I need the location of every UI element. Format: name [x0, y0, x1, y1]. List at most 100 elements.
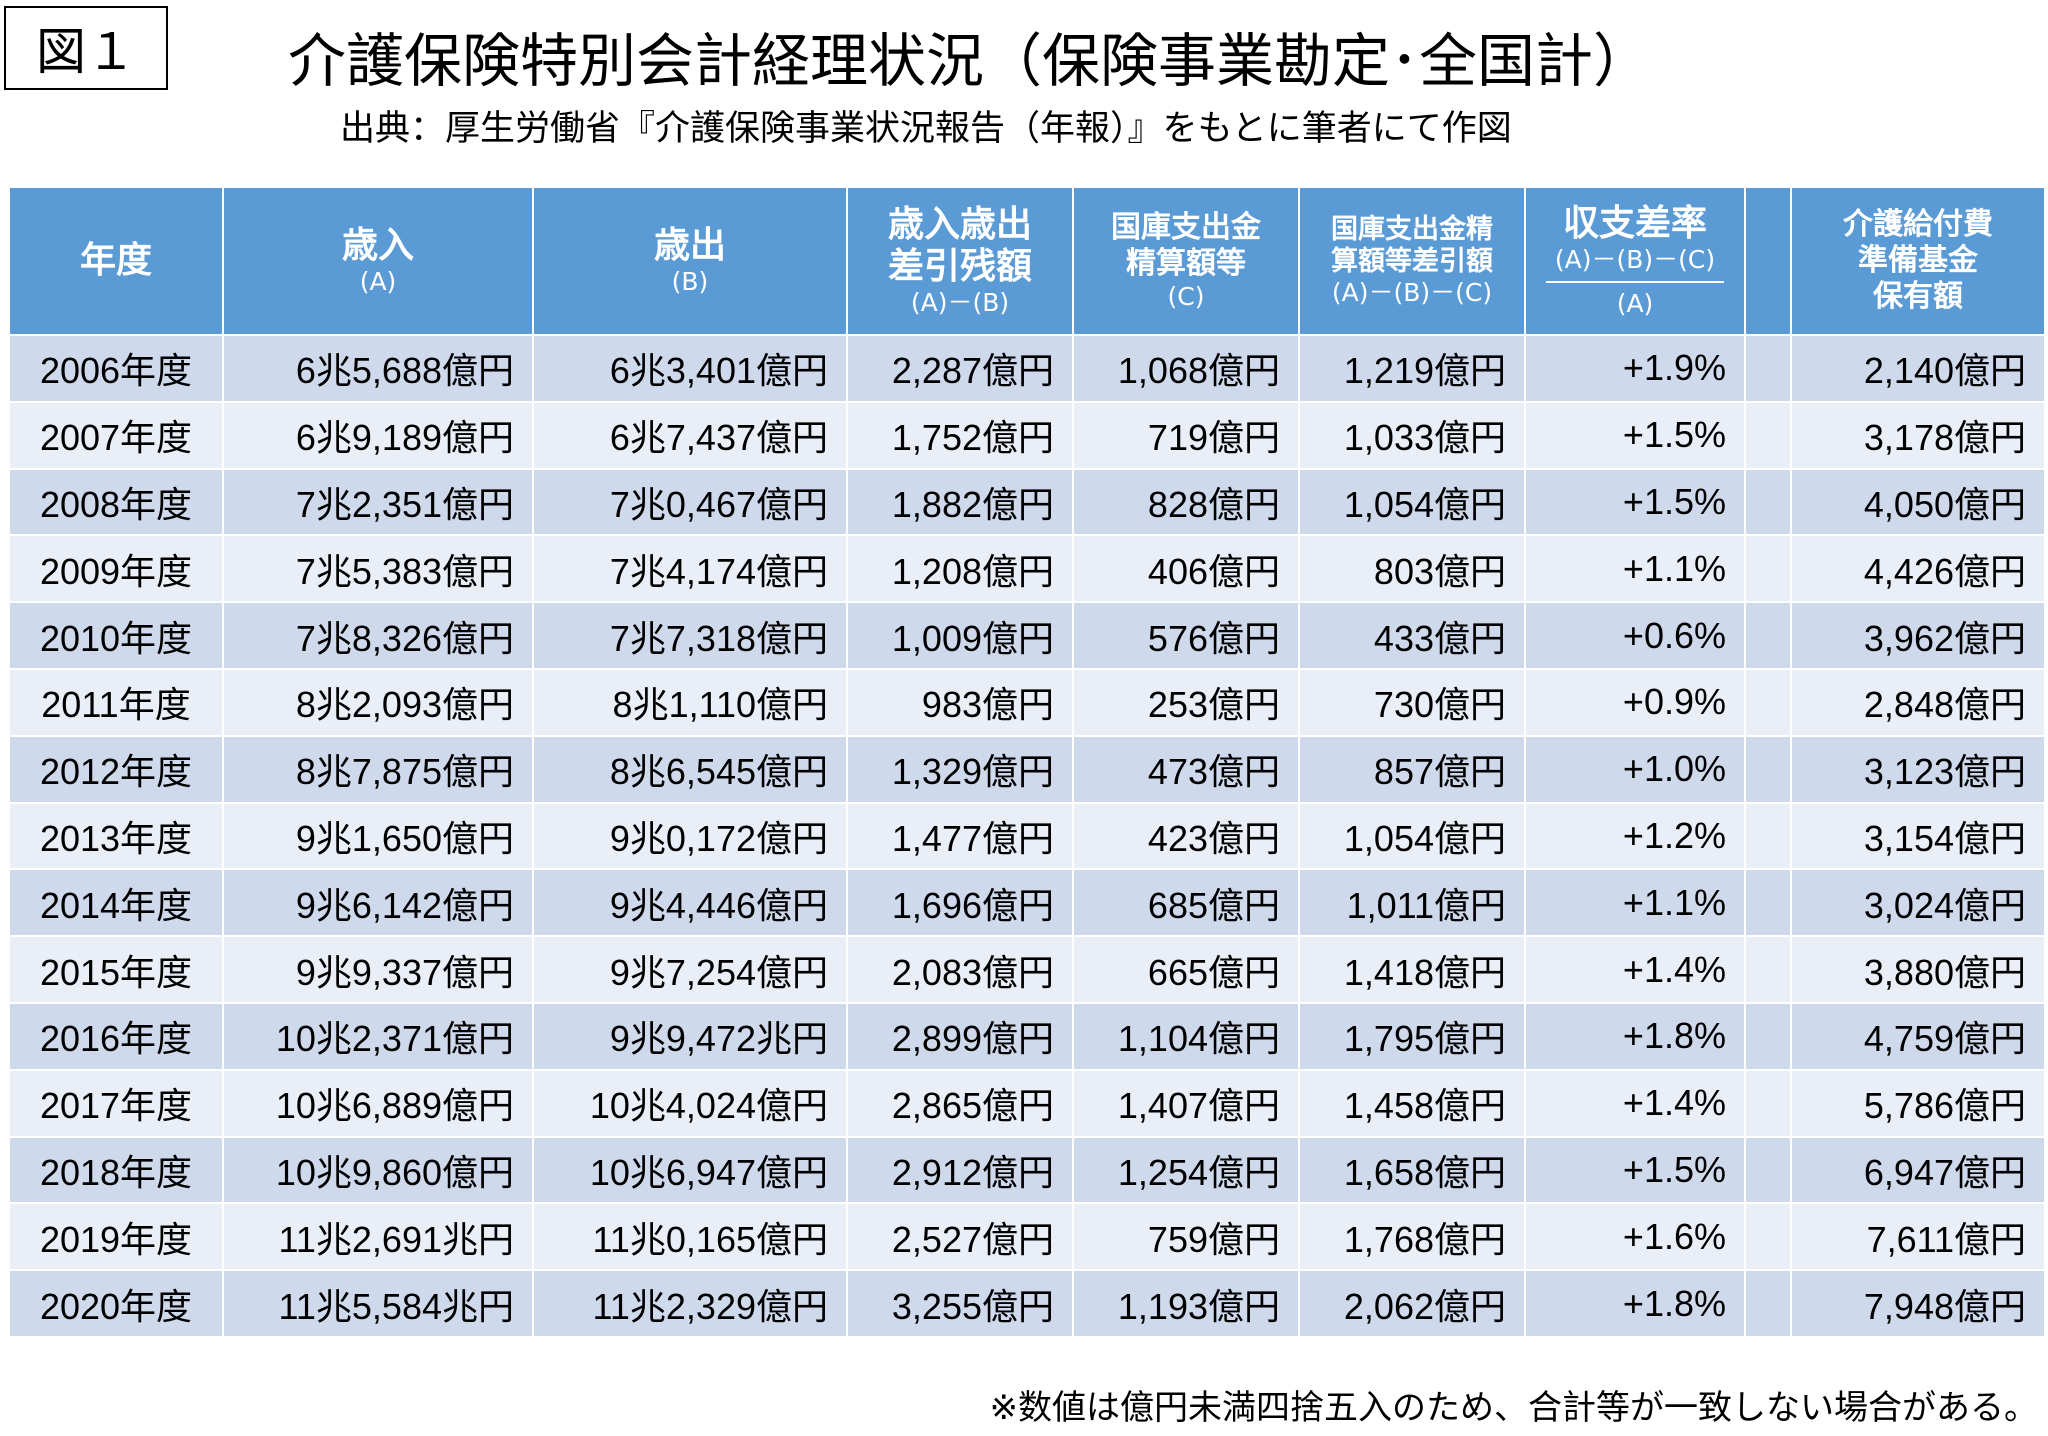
- cell-treasury: 759億円: [1072, 1202, 1300, 1272]
- table-row: 2016年度 10兆2,371億円 9兆9,472兆円 2,899億円 1,104億円 1…: [8, 1001, 2046, 1071]
- cell-fund: 3,024億円: [1790, 868, 2046, 938]
- cell-year: 2017年度: [8, 1068, 224, 1138]
- column-header-3: 歳入歳出 差引残額 (A)－(B): [846, 186, 1074, 336]
- cell-balance: 3,255億円: [846, 1269, 1074, 1338]
- cell-balance: 1,009億円: [846, 601, 1074, 670]
- spacer-cell: [1744, 1001, 1792, 1071]
- cell-balance: 1,329億円: [846, 734, 1074, 804]
- cell-treasury: 473億円: [1072, 734, 1300, 804]
- cell-year: 2014年度: [8, 868, 224, 938]
- cell-revenue: 9兆1,650億円: [222, 801, 534, 871]
- footnote: ※数値は億円未満四捨五入のため、合計等が一致しない場合がある。: [989, 1388, 2039, 1428]
- cell-balance: 1,208億円: [846, 534, 1074, 604]
- spacer-cell: [1744, 734, 1792, 804]
- finance-table: 年度 歳入 (A) 歳出 (B) 歳入歳出 差引残額 (A)－(B) 国庫支出金 精算額等 (C) 国…: [8, 186, 2046, 1338]
- cell-expenditure: 9兆4,446億円: [532, 868, 848, 938]
- cell-net: 1,768億円: [1298, 1202, 1526, 1272]
- spacer-cell: [1744, 935, 1792, 1004]
- cell-treasury: 1,068億円: [1072, 334, 1300, 403]
- cell-treasury: 406億円: [1072, 534, 1300, 604]
- cell-balance: 1,882億円: [846, 467, 1074, 537]
- cell-rate: +1.6%: [1524, 1202, 1746, 1272]
- spacer-cell: [1744, 1135, 1792, 1205]
- cell-balance: 1,477億円: [846, 801, 1074, 871]
- table-row: 2014年度 9兆6,142億円 9兆4,446億円 1,696億円 685億円 1,01…: [8, 868, 2046, 938]
- column-header-line: 年度: [79, 240, 152, 281]
- column-header-sub: (A)－(B): [910, 288, 1010, 317]
- cell-rate: +1.8%: [1524, 1269, 1746, 1338]
- cell-expenditure: 9兆9,472兆円: [532, 1001, 848, 1071]
- table-row: 2015年度 9兆9,337億円 9兆7,254億円 2,083億円 665億円 1,41…: [8, 935, 2046, 1004]
- cell-year: 2016年度: [8, 1001, 224, 1071]
- table-row: 2020年度 11兆5,584兆円 11兆2,329億円 3,255億円 1,193億円…: [8, 1269, 2046, 1338]
- spacer-cell: [1744, 467, 1792, 537]
- table-row: 2006年度 6兆5,688億円 6兆3,401億円 2,287億円 1,068億円 1,…: [8, 334, 2046, 403]
- cell-rate: +1.4%: [1524, 1068, 1746, 1138]
- column-header-1: 歳入 (A): [222, 186, 534, 336]
- cell-revenue: 9兆6,142億円: [222, 868, 534, 938]
- cell-net: 803億円: [1298, 534, 1526, 604]
- column-header-line: 介護給付費: [1843, 207, 1993, 242]
- cell-fund: 3,962億円: [1790, 601, 2046, 670]
- cell-year: 2012年度: [8, 734, 224, 804]
- cell-balance: 2,912億円: [846, 1135, 1074, 1205]
- cell-year: 2008年度: [8, 467, 224, 537]
- cell-fund: 7,611億円: [1790, 1202, 2046, 1272]
- cell-expenditure: 7兆7,318億円: [532, 601, 848, 670]
- cell-rate: +1.0%: [1524, 734, 1746, 804]
- cell-expenditure: 7兆0,467億円: [532, 467, 848, 537]
- column-header-line: 国庫支出金: [1111, 210, 1261, 245]
- column-header-line: 保有額: [1873, 279, 1963, 314]
- cell-year: 2019年度: [8, 1202, 224, 1272]
- column-header-8: 介護給付費 準備基金 保有額: [1790, 186, 2046, 336]
- cell-revenue: 7兆2,351億円: [222, 467, 534, 537]
- cell-balance: 2,287億円: [846, 334, 1074, 403]
- source-caption: 出典：厚生労働省『介護保険事業状況報告（年報）』をもとに筆者にて作図: [340, 109, 1512, 149]
- cell-net: 433億円: [1298, 601, 1526, 670]
- column-header-sub: (B): [671, 267, 709, 296]
- cell-balance: 2,899億円: [846, 1001, 1074, 1071]
- cell-treasury: 576億円: [1072, 601, 1300, 670]
- cell-revenue: 6兆5,688億円: [222, 334, 534, 403]
- cell-balance: 983億円: [846, 667, 1074, 737]
- cell-expenditure: 6兆3,401億円: [532, 334, 848, 403]
- cell-rate: +1.1%: [1524, 868, 1746, 938]
- column-header-line: 歳入歳出: [887, 204, 1032, 245]
- cell-year: 2015年度: [8, 935, 224, 1004]
- cell-year: 2018年度: [8, 1135, 224, 1205]
- cell-net: 1,033億円: [1298, 400, 1526, 470]
- cell-rate: +1.8%: [1524, 1001, 1746, 1071]
- column-header-line: 精算額等: [1126, 246, 1246, 281]
- cell-fund: 3,880億円: [1790, 935, 2046, 1004]
- table-row: 2009年度 7兆5,383億円 7兆4,174億円 1,208億円 406億円 803億…: [8, 534, 2046, 604]
- cell-revenue: 6兆9,189億円: [222, 400, 534, 470]
- cell-revenue: 11兆5,584兆円: [222, 1269, 534, 1338]
- cell-rate: +1.4%: [1524, 935, 1746, 1004]
- cell-year: 2007年度: [8, 400, 224, 470]
- cell-treasury: 1,254億円: [1072, 1135, 1300, 1205]
- column-header-denominator: (A): [1616, 289, 1654, 318]
- cell-net: 1,795億円: [1298, 1001, 1526, 1071]
- cell-net: 1,054億円: [1298, 467, 1526, 537]
- cell-treasury: 828億円: [1072, 467, 1300, 537]
- column-header-line: 国庫支出金精: [1331, 214, 1493, 245]
- cell-expenditure: 9兆0,172億円: [532, 801, 848, 871]
- cell-balance: 2,865億円: [846, 1068, 1074, 1138]
- cell-revenue: 9兆9,337億円: [222, 935, 534, 1004]
- cell-expenditure: 9兆7,254億円: [532, 935, 848, 1004]
- column-header-sub: (A): [359, 267, 397, 296]
- cell-fund: 4,050億円: [1790, 467, 2046, 537]
- spacer-cell: [1744, 1269, 1792, 1338]
- table-row: 2011年度 8兆2,093億円 8兆1,110億円 983億円 253億円 730億円 +…: [8, 667, 2046, 737]
- cell-revenue: 10兆2,371億円: [222, 1001, 534, 1071]
- cell-fund: 2,848億円: [1790, 667, 2046, 737]
- spacer-cell: [1744, 1202, 1792, 1272]
- cell-year: 2009年度: [8, 534, 224, 604]
- spacer-cell: [1744, 667, 1792, 737]
- cell-treasury: 665億円: [1072, 935, 1300, 1004]
- cell-net: 2,062億円: [1298, 1269, 1526, 1338]
- spacer-cell: [1744, 534, 1792, 604]
- cell-rate: +1.5%: [1524, 467, 1746, 537]
- spacer-cell: [1744, 868, 1792, 938]
- column-header-4: 国庫支出金 精算額等 (C): [1072, 186, 1300, 336]
